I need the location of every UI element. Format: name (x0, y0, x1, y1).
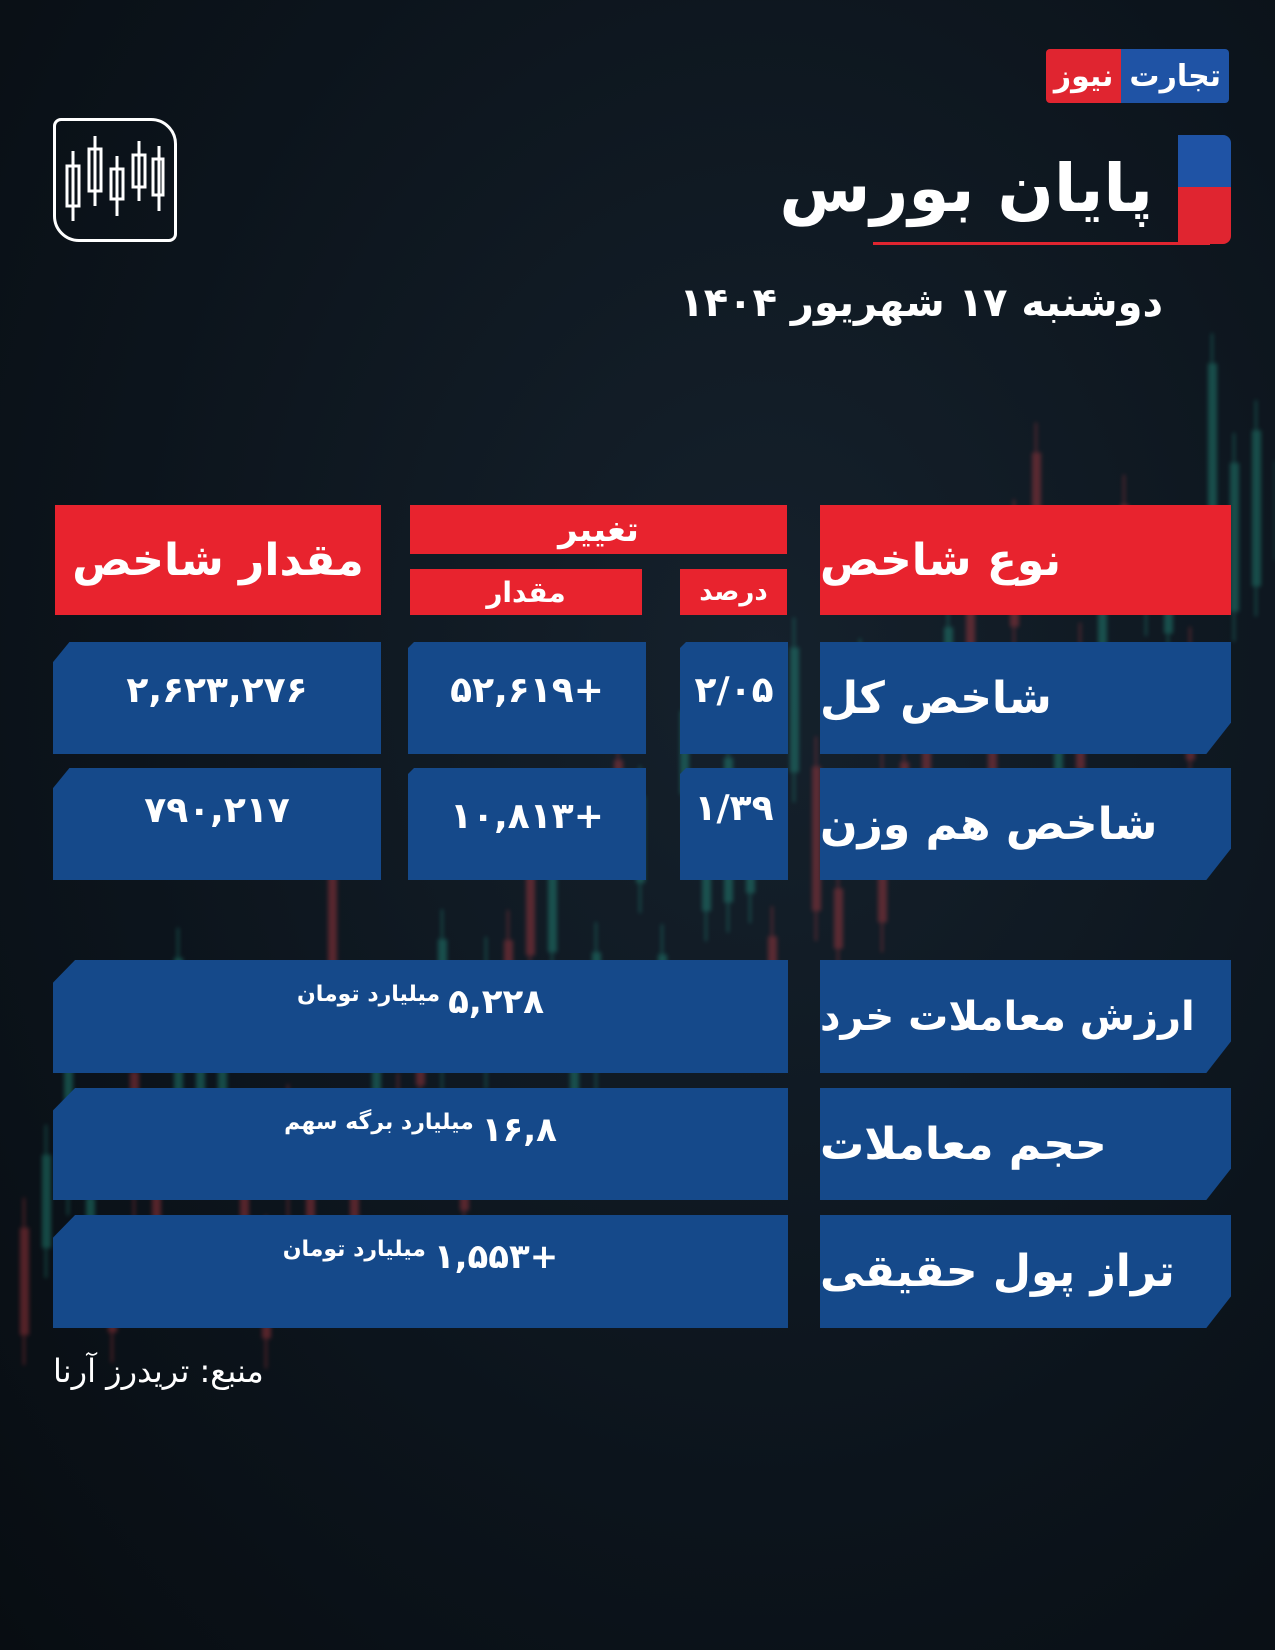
stat-value-box: ۱۶,۸ میلیارد برگه سهم (53, 1088, 788, 1200)
row-amount: +۵۲,۶۱۹ (408, 642, 646, 754)
row-label: شاخص کل (820, 642, 1231, 754)
stat-unit: میلیارد تومان (296, 982, 441, 1007)
source-note: منبع: تریدرز آرنا (53, 1352, 264, 1390)
row-value: ۲,۶۲۳,۲۷۶ (53, 642, 381, 754)
background-candle (790, 617, 799, 803)
header-change: تغییر (410, 505, 787, 554)
row-label: شاخص هم وزن (820, 768, 1231, 880)
stat-value: ۱۶,۸ (481, 1110, 557, 1150)
stat-unit: میلیارد برگه سهم (284, 1110, 474, 1135)
date: دوشنبه ۱۷ شهریور ۱۴۰۴ (679, 280, 1163, 326)
page-title: پایان بورس (779, 150, 1153, 227)
stat-label: ارزش معاملات خرد (820, 960, 1231, 1073)
header-index-type: نوع شاخص (820, 505, 1231, 615)
logo-part-1: تجارت (1121, 49, 1229, 103)
title-underline (873, 242, 1210, 245)
stat-value: +۱,۵۵۳ (433, 1237, 559, 1277)
header-percent: درصد (680, 569, 787, 615)
header-amount: مقدار (410, 569, 642, 615)
row-percent: ۱/۳۹ (680, 768, 788, 880)
header-index-value: مقدار شاخص (55, 505, 381, 615)
stat-label: حجم معاملات (820, 1088, 1231, 1200)
row-percent: ۲/۰۵ (680, 642, 788, 754)
logo: تجارت نیوز (999, 49, 1229, 103)
row-amount: +۱۰,۸۱۳ (408, 768, 646, 880)
stat-unit: میلیارد تومان (282, 1237, 426, 1262)
logo-part-2: نیوز (1045, 49, 1122, 103)
background-candle (1252, 400, 1261, 617)
stat-value: ۵,۲۲۸ (448, 982, 545, 1022)
row-value: ۷۹۰,۲۱۷ (53, 768, 381, 880)
title-mark (1178, 135, 1231, 244)
background-candle (42, 1124, 51, 1278)
candlestick-chart-icon (53, 118, 177, 242)
stat-value-box: +۱,۵۵۳ میلیارد تومان (53, 1215, 788, 1328)
background-candle (812, 736, 821, 941)
background-candle (1230, 432, 1239, 642)
stat-label: تراز پول حقیقی (820, 1215, 1231, 1328)
stat-value-box: ۵,۲۲۸ میلیارد تومان (53, 960, 788, 1073)
background-candle (20, 1197, 29, 1366)
